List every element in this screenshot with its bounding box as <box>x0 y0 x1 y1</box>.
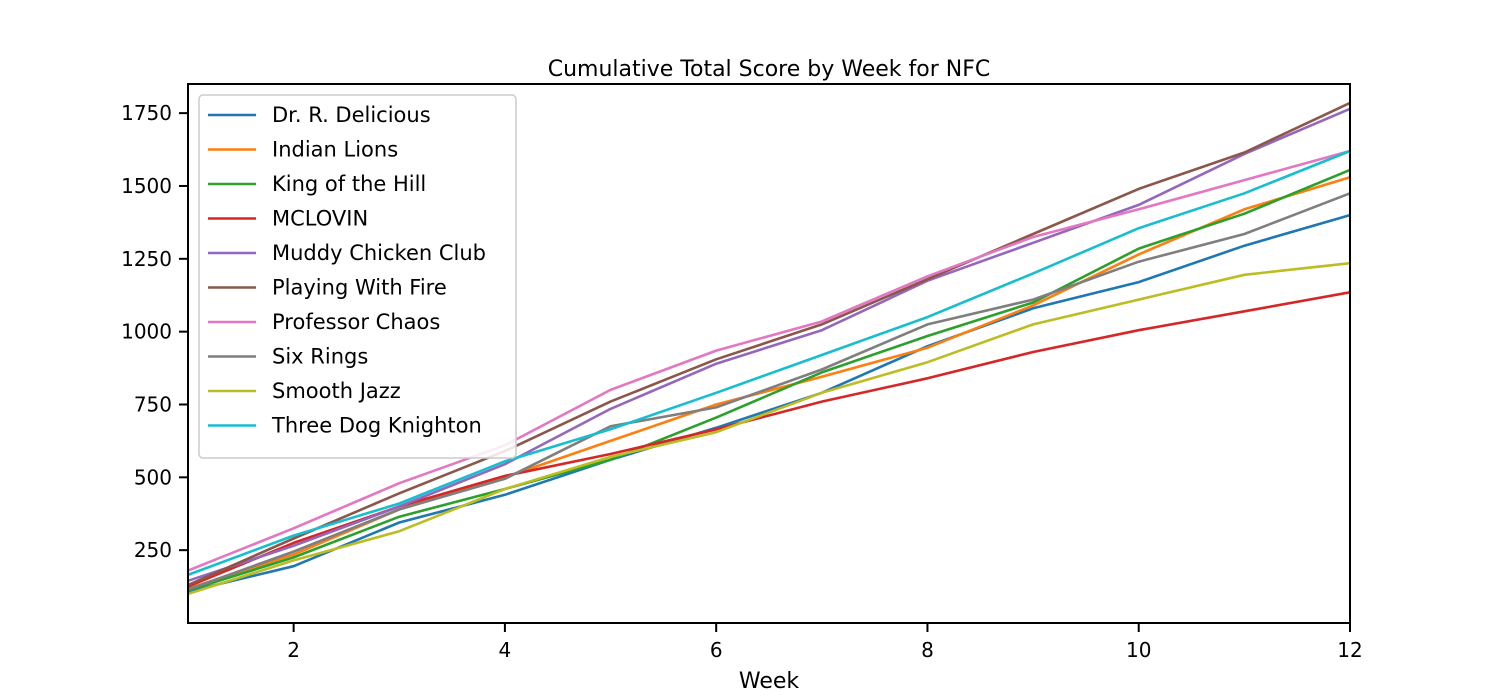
legend-label-1: Indian Lions <box>272 138 398 162</box>
y-tick-label: 250 <box>134 538 172 562</box>
legend-label-4: Muddy Chicken Club <box>272 241 486 265</box>
legend-label-2: King of the Hill <box>272 172 426 196</box>
y-axis: 250 500 750 1000 1250 1500 1750 <box>121 101 188 562</box>
series-line-8 <box>187 261 1351 596</box>
series-line-5 <box>187 101 1351 587</box>
y-tick-label: 1250 <box>121 247 172 271</box>
series-line-4 <box>187 107 1351 583</box>
y-tick-label: 500 <box>134 465 172 489</box>
series-line-7 <box>187 192 1351 591</box>
y-tick-label: 1500 <box>121 174 172 198</box>
plot-area-frame <box>187 83 1351 624</box>
legend-label-9: Three Dog Knighton <box>271 414 482 438</box>
y-tick-label: 750 <box>134 392 172 416</box>
legend-label-8: Smooth Jazz <box>272 379 401 403</box>
chart-title: Cumulative Total Score by Week for NFC <box>548 57 991 82</box>
series-line-9 <box>187 149 1351 577</box>
x-tick-label: 6 <box>710 638 723 662</box>
legend-box <box>198 94 517 459</box>
x-axis: 2 4 6 8 10 12 <box>287 623 1363 662</box>
legend-label-0: Dr. R. Delicious <box>272 103 431 127</box>
y-tick-label: 1750 <box>121 101 172 125</box>
legend-label-7: Six Rings <box>272 345 368 369</box>
x-axis-label: Week <box>739 669 800 694</box>
x-tick-label: 4 <box>499 638 512 662</box>
legend: Dr. R. Delicious Indian Lions King of the … <box>198 94 517 459</box>
x-tick-label: 10 <box>1126 638 1151 662</box>
legend-label-5: Playing With Fire <box>272 276 447 300</box>
plot-lines <box>187 101 1351 596</box>
series-line-0 <box>187 213 1351 593</box>
legend-label-6: Professor Chaos <box>272 310 440 334</box>
series-line-6 <box>187 149 1351 572</box>
legend-label-3: MCLOVIN <box>272 207 368 231</box>
x-tick-label: 2 <box>287 638 300 662</box>
series-line-2 <box>187 168 1351 592</box>
x-tick-label: 8 <box>921 638 934 662</box>
x-tick-label: 12 <box>1337 638 1362 662</box>
y-tick-label: 1000 <box>121 320 172 344</box>
